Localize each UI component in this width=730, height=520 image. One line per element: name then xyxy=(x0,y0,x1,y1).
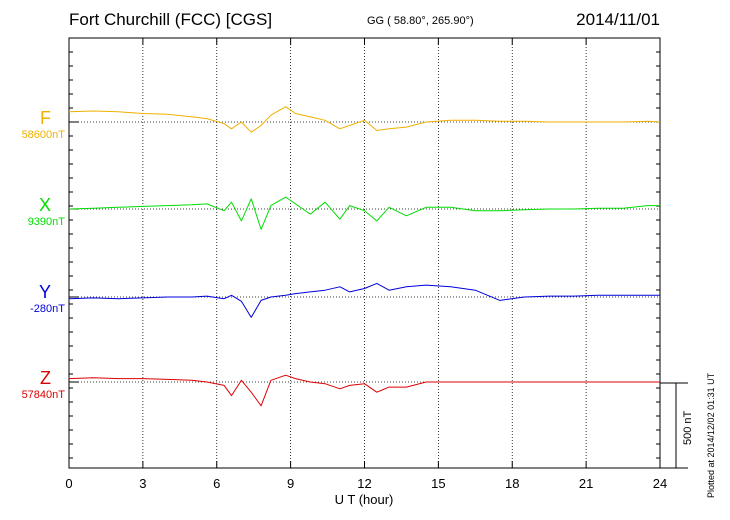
x-tick-label-6: 6 xyxy=(213,476,220,491)
series-baseline-z: 57840nT xyxy=(21,389,65,401)
x-tick-label-12: 12 xyxy=(357,476,371,491)
series-name-x: X xyxy=(38,195,51,215)
x-tick-label-0: 0 xyxy=(65,476,72,491)
series-line-f xyxy=(68,106,661,133)
series-lines xyxy=(68,106,661,407)
x-tick-label-18: 18 xyxy=(505,476,519,491)
series-name-y: Y xyxy=(38,282,51,302)
station-coordinates: GG ( 58.80°, 265.90°) xyxy=(367,15,474,27)
chart-date: 2014/11/01 xyxy=(576,10,660,29)
component-label-z: Z 57840nT xyxy=(5,368,65,401)
x-tick-label-15: 15 xyxy=(431,476,445,491)
series-name-z: Z xyxy=(40,368,51,388)
x-tick-label-21: 21 xyxy=(579,476,593,491)
chart-title: Fort Churchill (FCC) [CGS] xyxy=(69,10,273,29)
series-baseline-f: 58600nT xyxy=(21,129,65,141)
x-axis-label: U T (hour) xyxy=(335,492,394,507)
plot-frame xyxy=(68,37,661,469)
grid-lines xyxy=(142,38,587,468)
component-label-x: X 9390nT xyxy=(5,195,65,228)
scale-bar-label: 500 nT xyxy=(682,410,694,445)
series-name-f: F xyxy=(40,108,51,128)
x-tick-label-9: 9 xyxy=(287,476,294,491)
series-baseline-x: 9390nT xyxy=(27,216,65,228)
series-line-z xyxy=(68,374,660,407)
series-line-y xyxy=(68,282,660,318)
series-line-x xyxy=(68,196,660,230)
scale-bar: 500 nT xyxy=(660,382,694,469)
component-label-y: Y -280nT xyxy=(5,282,65,315)
component-label-f: F 58600nT xyxy=(5,108,65,141)
x-tick-labels: 0 3 6 9 12 15 18 21 24 xyxy=(65,476,667,491)
x-tick-label-3: 3 xyxy=(139,476,146,491)
x-tick-label-24: 24 xyxy=(653,476,667,491)
axis-ticks xyxy=(68,38,661,468)
series-baseline-y: -280nT xyxy=(30,303,65,315)
